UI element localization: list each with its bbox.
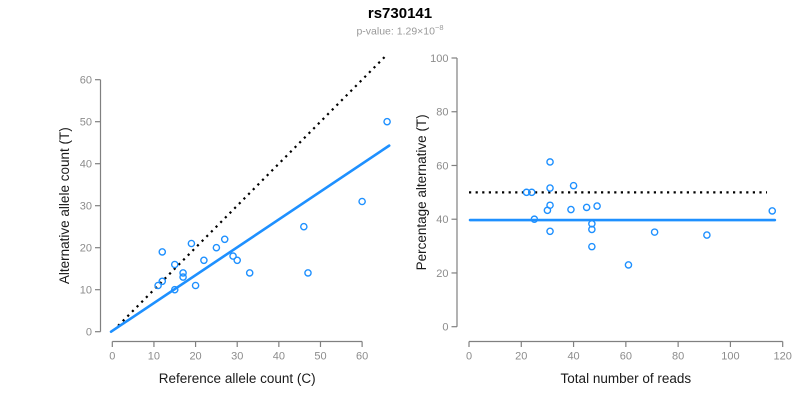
x-tick-label: 30: [231, 351, 243, 363]
x-tick-label: 0: [109, 351, 115, 363]
y-tick-label: 100: [430, 53, 448, 65]
y-tick-label: 80: [436, 107, 448, 119]
x-tick-label: 10: [148, 351, 160, 363]
data-point: [588, 225, 596, 234]
data-point: [233, 256, 242, 265]
data-point: [530, 215, 539, 224]
chart-subtitle: p-value: 1.29×10−8: [0, 23, 800, 38]
x-tick-label: 0: [466, 351, 472, 363]
data-point: [358, 197, 366, 206]
x-tick-label: 20: [515, 351, 527, 363]
data-point: [191, 281, 200, 290]
identity-line: [117, 54, 388, 327]
data-point: [624, 261, 633, 269]
y-tick-label: 40: [80, 159, 92, 171]
x-tick-label: 60: [356, 351, 368, 363]
data-point: [650, 228, 659, 236]
y-tick-label: 60: [436, 160, 448, 172]
x-tick-label: 40: [273, 351, 285, 363]
y-axis-title: Percentage alternative (T): [414, 114, 429, 270]
p-value-exponent: −8: [434, 23, 444, 32]
data-point: [170, 285, 179, 294]
data-point: [212, 243, 221, 252]
x-tick-label: 120: [774, 351, 792, 363]
data-point: [200, 256, 208, 265]
data-point: [383, 117, 391, 126]
y-tick-label: 20: [436, 268, 448, 280]
data-point: [179, 269, 187, 277]
data-point: [593, 202, 601, 210]
data-point: [527, 188, 536, 197]
data-point: [158, 248, 167, 256]
data-point: [179, 273, 187, 281]
x-tick-label: 60: [620, 351, 632, 363]
data-point: [220, 235, 229, 244]
data-point: [546, 184, 554, 192]
data-point: [154, 281, 162, 290]
data-point: [569, 181, 578, 190]
y-tick-label: 40: [436, 214, 448, 226]
data-point: [158, 277, 167, 286]
data-point: [170, 260, 179, 269]
y-tick-label: 10: [80, 285, 92, 297]
data-point: [588, 242, 596, 251]
data-point: [703, 231, 711, 239]
data-point: [300, 222, 308, 231]
data-point: [768, 207, 777, 215]
fit-line: [109, 144, 391, 334]
data-point: [304, 269, 312, 277]
data-point: [546, 227, 554, 236]
x-tick-label: 100: [721, 351, 739, 363]
x-tick-label: 80: [672, 351, 684, 363]
y-tick-label: 0: [442, 322, 448, 334]
y-axis-title: Alternative allele count (T): [57, 127, 72, 284]
x-axis-title: Total number of reads: [561, 371, 692, 386]
p-value-text: p-value: 1.29×10: [356, 25, 435, 38]
chart-title: rs730141: [367, 5, 433, 22]
data-point: [546, 201, 554, 210]
y-tick-label: 30: [80, 201, 92, 213]
percentage-vs-reads-scatter: 0 20 40 60 80 100 120 Total number of reads 0 20 4…: [414, 53, 792, 386]
x-tick-label: 50: [314, 351, 326, 363]
data-point: [546, 158, 554, 166]
y-tick-label: 20: [80, 243, 92, 255]
data-point: [245, 269, 254, 277]
allele-counts-scatter: 0 10 20 30 40 50 60 Reference allele count (C) 0…: [57, 54, 391, 386]
data-point: [567, 205, 575, 214]
y-tick-label: 50: [80, 117, 92, 129]
data-point: [582, 203, 591, 212]
data-point: [522, 188, 531, 197]
x-tick-label: 20: [189, 351, 201, 363]
y-tick-label: 0: [86, 327, 92, 339]
data-point: [187, 239, 196, 248]
x-tick-label: 40: [567, 351, 579, 363]
y-tick-label: 60: [80, 75, 92, 87]
x-axis-title: Reference allele count (C): [159, 371, 316, 386]
data-point: [229, 252, 237, 260]
